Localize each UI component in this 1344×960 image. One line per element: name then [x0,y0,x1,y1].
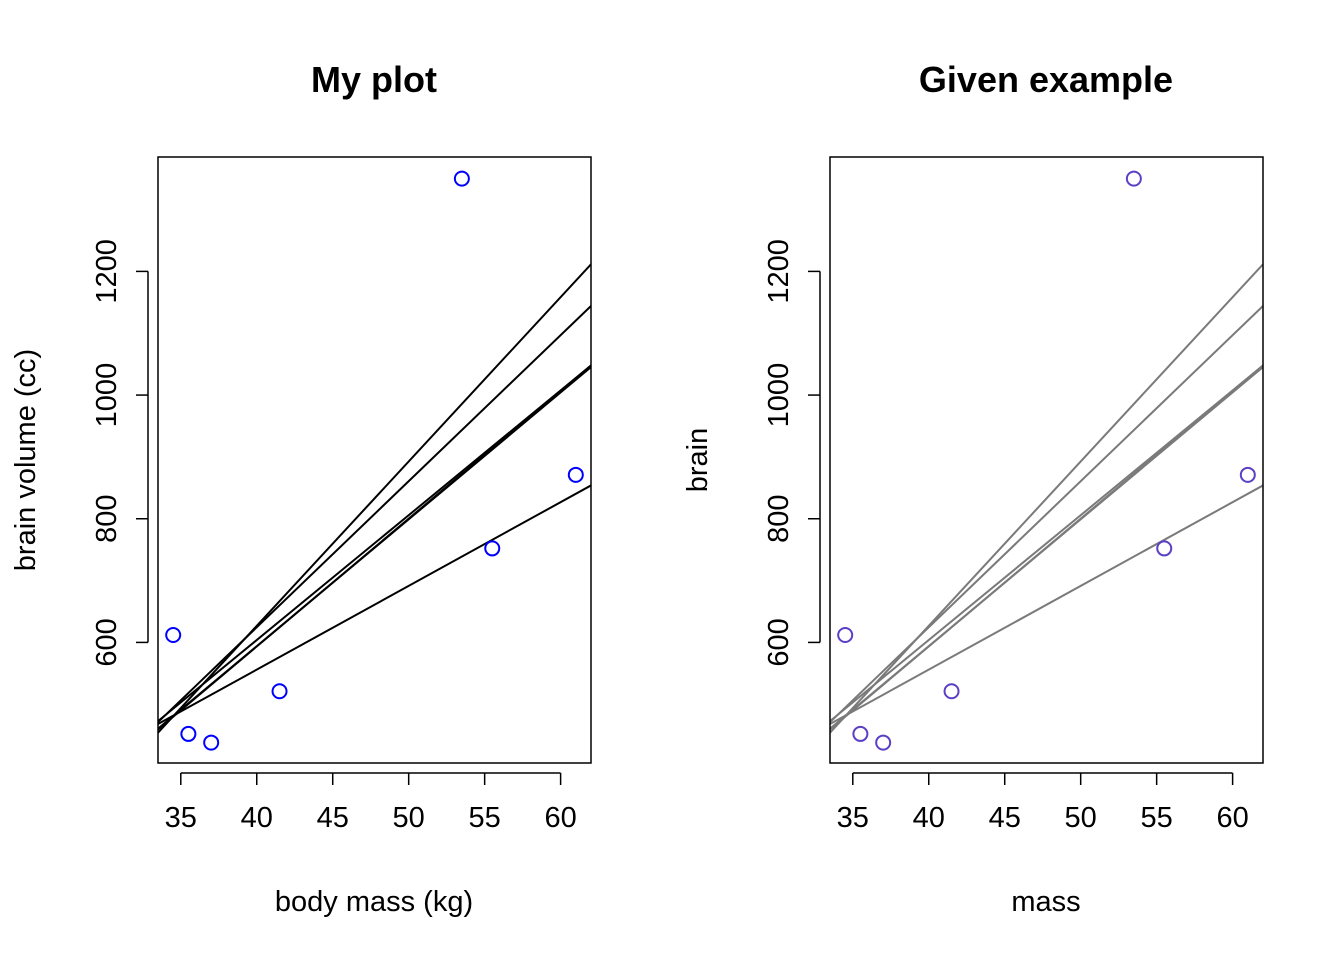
data-point [180,725,197,742]
y-tick-label: 1000 [763,363,795,428]
regression-line [158,263,591,734]
y-tick-label: 600 [91,618,123,666]
data-point [203,734,220,751]
data-point [271,683,288,700]
x-tick-label: 45 [989,802,1021,834]
x-axis-label: mass [1011,886,1080,918]
regression-line [830,484,1263,725]
data-points [837,170,1256,751]
axes: 35 40 45 50 55 60 600 800 1000 1200 [91,239,577,834]
x-tick-label: 60 [544,802,576,834]
x-axis-label: body mass (kg) [275,886,473,918]
x-tick-label: 40 [241,802,273,834]
y-tick-label: 800 [763,495,795,543]
x-tick-label: 55 [1141,802,1173,834]
data-point [484,540,501,557]
data-point [837,626,854,643]
data-point [1125,170,1142,187]
y-tick-label: 800 [91,495,123,543]
axes: 35 40 45 50 55 60 600 800 1000 1200 [763,239,1249,834]
y-tick-label: 600 [763,618,795,666]
chart-title: My plot [311,59,437,100]
chart-title: Given example [919,59,1173,100]
x-tick-label: 35 [837,802,869,834]
data-point [1239,466,1256,483]
regression-line [158,305,591,723]
data-point [852,725,869,742]
regression-line [158,484,591,725]
y-tick-label: 1000 [91,363,123,428]
regression-lines [830,263,1263,734]
plot-frame [157,156,592,764]
data-point [453,170,470,187]
x-tick-label: 60 [1216,802,1248,834]
regression-line [158,364,591,722]
data-point [567,466,584,483]
regression-line [158,366,591,730]
regression-line [830,366,1263,730]
regression-line [830,305,1263,723]
data-points [165,170,584,751]
regression-lines [158,263,591,734]
panel-given-example: Given example mass brain 35 40 45 50 55 60 600… [682,59,1264,918]
x-tick-label: 55 [469,802,501,834]
regression-line [830,364,1263,722]
y-axis-label: brain [682,428,714,493]
y-tick-label: 1200 [763,239,795,304]
regression-line [830,263,1263,734]
y-axis-label: brain volume (cc) [10,349,42,571]
x-tick-label: 50 [1065,802,1097,834]
x-tick-label: 50 [393,802,425,834]
plot-frame [829,156,1264,764]
data-point [875,734,892,751]
data-point [165,626,182,643]
data-point [1156,540,1173,557]
data-point [943,683,960,700]
x-tick-label: 35 [165,802,197,834]
panel-my-plot: My plot body mass (kg) brain volume (cc)… [10,59,592,918]
x-tick-label: 40 [913,802,945,834]
x-tick-label: 45 [317,802,349,834]
y-tick-label: 1200 [91,239,123,304]
